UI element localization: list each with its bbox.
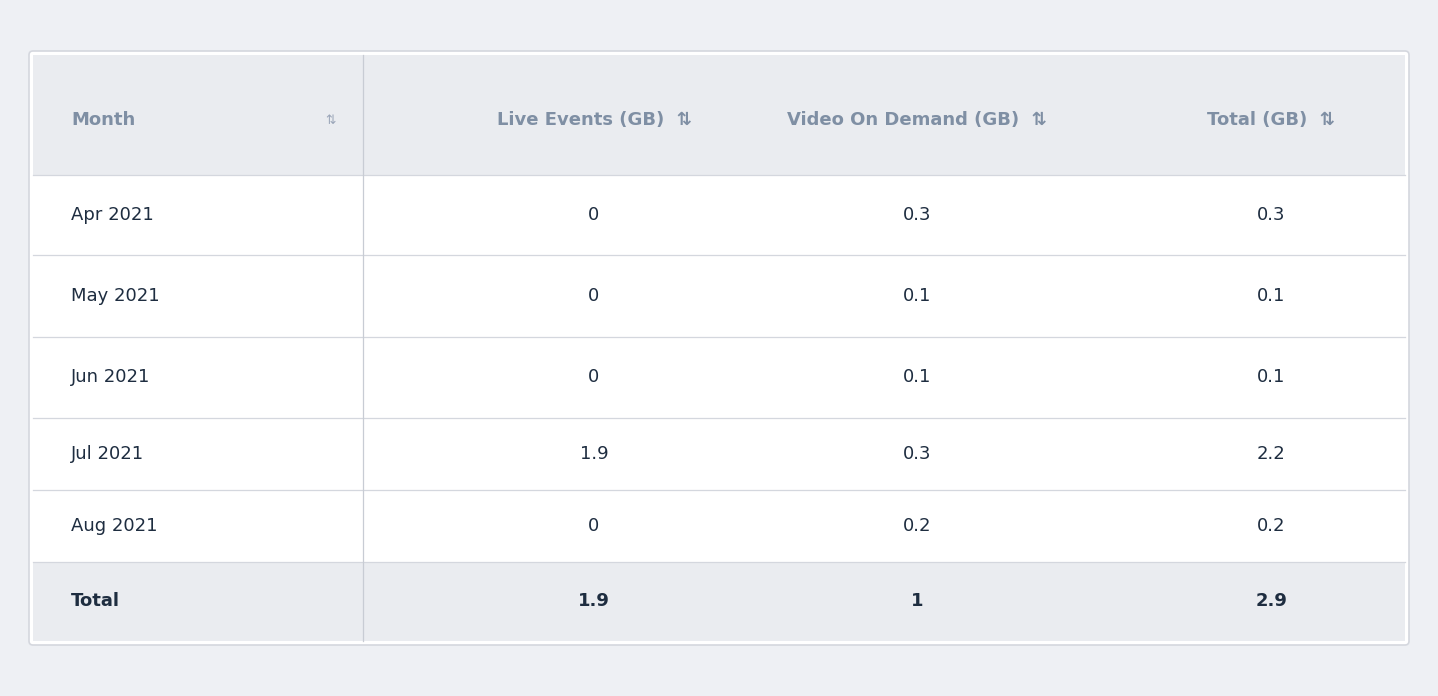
Text: 0.1: 0.1 <box>903 368 932 386</box>
Text: Video On Demand (GB)  ⇅: Video On Demand (GB) ⇅ <box>787 111 1047 129</box>
Text: Month: Month <box>70 111 135 129</box>
Text: 2.9: 2.9 <box>1255 592 1287 610</box>
Text: 0: 0 <box>588 368 600 386</box>
Text: 0.1: 0.1 <box>903 287 932 305</box>
Text: 0: 0 <box>588 517 600 535</box>
Text: Jun 2021: Jun 2021 <box>70 368 151 386</box>
Text: 0.3: 0.3 <box>903 206 932 224</box>
Text: 0.3: 0.3 <box>903 445 932 463</box>
Text: ⇅: ⇅ <box>326 113 336 127</box>
Bar <box>33 562 1405 641</box>
Text: 0.3: 0.3 <box>1257 206 1286 224</box>
Text: 0.1: 0.1 <box>1257 368 1286 386</box>
Text: 0: 0 <box>588 206 600 224</box>
Text: 0.2: 0.2 <box>1257 517 1286 535</box>
Bar <box>33 55 1405 175</box>
Text: 0: 0 <box>588 287 600 305</box>
Text: 2.2: 2.2 <box>1257 445 1286 463</box>
Text: 1.9: 1.9 <box>580 445 608 463</box>
Text: 1: 1 <box>910 592 923 610</box>
Text: Total (GB)  ⇅: Total (GB) ⇅ <box>1208 111 1336 129</box>
Text: 0.1: 0.1 <box>1257 287 1286 305</box>
Text: Jul 2021: Jul 2021 <box>70 445 144 463</box>
Text: Total: Total <box>70 592 119 610</box>
Text: 0.2: 0.2 <box>903 517 932 535</box>
Text: May 2021: May 2021 <box>70 287 160 305</box>
Text: Live Events (GB)  ⇅: Live Events (GB) ⇅ <box>496 111 692 129</box>
FancyBboxPatch shape <box>29 51 1409 645</box>
Text: Apr 2021: Apr 2021 <box>70 206 154 224</box>
Text: Aug 2021: Aug 2021 <box>70 517 158 535</box>
Text: 1.9: 1.9 <box>578 592 610 610</box>
